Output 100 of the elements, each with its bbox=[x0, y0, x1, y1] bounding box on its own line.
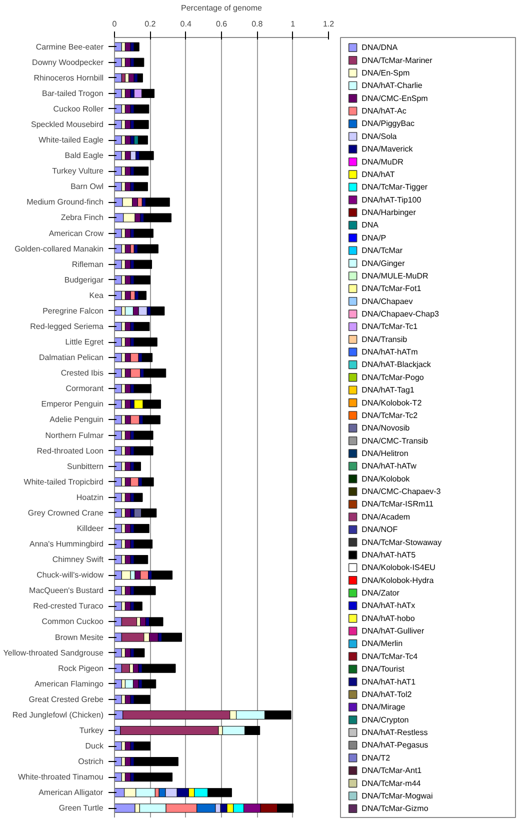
bar bbox=[134, 322, 150, 332]
legend-label: DNA/Academ bbox=[362, 512, 410, 522]
legend-label: DNA/Maverick bbox=[362, 144, 414, 154]
legend-label: DNA/TcMar-Pogo bbox=[362, 372, 424, 382]
y-tick-label: Northern Fulmar bbox=[45, 430, 104, 440]
y-tick-label: Zebra Finch bbox=[60, 213, 104, 222]
bar bbox=[145, 198, 170, 207]
x-axis-title: Percentage of genome bbox=[181, 4, 263, 12]
bar bbox=[124, 430, 131, 440]
bar bbox=[134, 104, 150, 114]
bar bbox=[137, 73, 143, 82]
y-tick-label: Golden-collared Manakin bbox=[14, 244, 104, 254]
bar bbox=[134, 275, 150, 284]
y-tick-label: Barn Owl bbox=[70, 182, 104, 192]
legend-label: DNA/Helitron bbox=[362, 449, 408, 458]
bar bbox=[142, 664, 176, 673]
x-tick-label: 1 bbox=[290, 20, 296, 28]
y-tick-label: Adelie Penguin bbox=[50, 415, 104, 424]
y-tick-label: Carmine Bee-eater bbox=[36, 42, 104, 52]
bar bbox=[124, 384, 131, 394]
legend-label: DNA/hAT-Gulliver bbox=[362, 626, 424, 636]
legend-label: DNA/TcMar-Tc2 bbox=[362, 410, 418, 420]
y-tick-label: Cormorant bbox=[66, 384, 104, 394]
legend-label: DNA/TcMar bbox=[362, 246, 403, 256]
bar bbox=[134, 757, 178, 766]
bar bbox=[134, 742, 150, 751]
bar bbox=[124, 182, 131, 192]
y-tick-label: Chimney Swift bbox=[52, 555, 104, 564]
bar bbox=[134, 384, 152, 394]
y-tick-label: Anna's Hummingbird bbox=[29, 540, 104, 549]
legend-label: DNA/DNA bbox=[362, 43, 398, 52]
bar bbox=[140, 617, 146, 626]
legend-label: DNA/Sola bbox=[362, 132, 398, 141]
bar bbox=[124, 400, 131, 409]
bar bbox=[134, 648, 145, 658]
bar bbox=[134, 555, 148, 564]
bar bbox=[134, 586, 156, 596]
legend-label: DNA/TcMar-m44 bbox=[362, 778, 422, 788]
legend-label: DNA/hAT-hATw bbox=[362, 462, 417, 471]
legend-label: DNA/Tourist bbox=[362, 664, 406, 674]
y-tick-label: Medium Ground-finch bbox=[26, 198, 104, 207]
y-tick-label: Yellow-throated Sandgrouse bbox=[3, 648, 104, 658]
bar bbox=[132, 664, 139, 673]
legend-label: DNA/TcMar-Tc4 bbox=[362, 652, 418, 661]
bar bbox=[124, 244, 131, 254]
y-tick-label: Dalmatian Pelican bbox=[39, 353, 104, 362]
bar bbox=[134, 602, 142, 611]
legend-label: DNA/hAT-hATm bbox=[362, 348, 418, 357]
y-tick-label: Red-legged Seriema bbox=[30, 322, 104, 332]
y-tick-label: Red Junglefowl (Chicken) bbox=[12, 710, 104, 720]
bar bbox=[124, 42, 131, 52]
legend-label: DNA/hAT bbox=[362, 170, 395, 179]
y-tick-label: Chuck-will's-widow bbox=[36, 570, 104, 580]
legend-label: DNA/Crypton bbox=[362, 715, 409, 724]
y-tick-label: Red-crested Turaco bbox=[33, 602, 104, 611]
y-tick-label: Emperor Penguin bbox=[41, 400, 104, 409]
legend-label: DNA/TcMar-Gizmo bbox=[362, 804, 429, 814]
legend-label: DNA/TcMar-Tc1 bbox=[362, 322, 418, 332]
bar bbox=[138, 290, 146, 300]
legend-label: DNA/Merlin bbox=[362, 639, 403, 648]
legend-label: DNA/Chapaev-Chap3 bbox=[362, 309, 440, 318]
bar bbox=[142, 353, 153, 362]
legend-label: DNA/Kolobok-IS4EU bbox=[362, 563, 436, 572]
y-tick-label: Rifleman bbox=[72, 260, 104, 269]
bar bbox=[124, 602, 131, 611]
y-tick-label: Turkey bbox=[79, 726, 104, 735]
y-tick-label: White-tailed Eagle bbox=[38, 136, 104, 145]
bar bbox=[137, 244, 158, 254]
legend-label: DNA/PiggyBac bbox=[362, 119, 415, 128]
y-tick-label: Speckled Mousebird bbox=[31, 120, 104, 130]
y-tick-label: American Flamingo bbox=[34, 679, 104, 688]
legend-label: DNA/hAT-Tag1 bbox=[362, 386, 415, 395]
bar bbox=[124, 446, 131, 456]
legend-label: DNA/TcMar-Mogwai bbox=[362, 791, 433, 800]
x-tick-label: 0.2 bbox=[144, 20, 156, 28]
bar bbox=[162, 632, 182, 642]
legend-label: DNA/Kolobok bbox=[362, 474, 411, 484]
y-tick-label: Sunbittern bbox=[67, 462, 104, 471]
bar bbox=[124, 462, 131, 471]
legend-label: DNA/hAT-Pegasus bbox=[362, 740, 428, 750]
legend-label: DNA/TcMar-Mariner bbox=[362, 56, 433, 65]
legend-label: DNA/Chapaev bbox=[362, 296, 413, 306]
y-tick-label: Green Turtle bbox=[58, 804, 104, 813]
y-tick-label: White-throated Tinamou bbox=[18, 772, 104, 782]
y-tick-label: Downy Woodpecker bbox=[32, 58, 104, 67]
bar bbox=[128, 73, 134, 82]
legend-label: DNA/hAT-Blackjack bbox=[362, 360, 432, 370]
bar bbox=[134, 462, 141, 471]
legend-label: DNA/Kolobok-T2 bbox=[362, 398, 422, 408]
legend-label: DNA/hAT-Ac bbox=[362, 106, 406, 116]
x-tick-label: 1.2 bbox=[322, 20, 335, 28]
y-tick-label: Great Crested Grebe bbox=[28, 694, 104, 704]
y-tick-label: Brown Mesite bbox=[55, 632, 104, 642]
y-tick-label: Grey Crowned Crane bbox=[28, 508, 104, 518]
bar bbox=[134, 228, 154, 238]
y-tick-label: Common Cuckoo bbox=[42, 617, 104, 626]
y-tick-label: Crested Ibis bbox=[60, 368, 104, 378]
y-tick-label: Budgerigar bbox=[64, 275, 104, 284]
y-tick-label: American Alligator bbox=[38, 788, 104, 798]
legend-label: DNA/TcMar-ISRm11 bbox=[362, 500, 434, 509]
